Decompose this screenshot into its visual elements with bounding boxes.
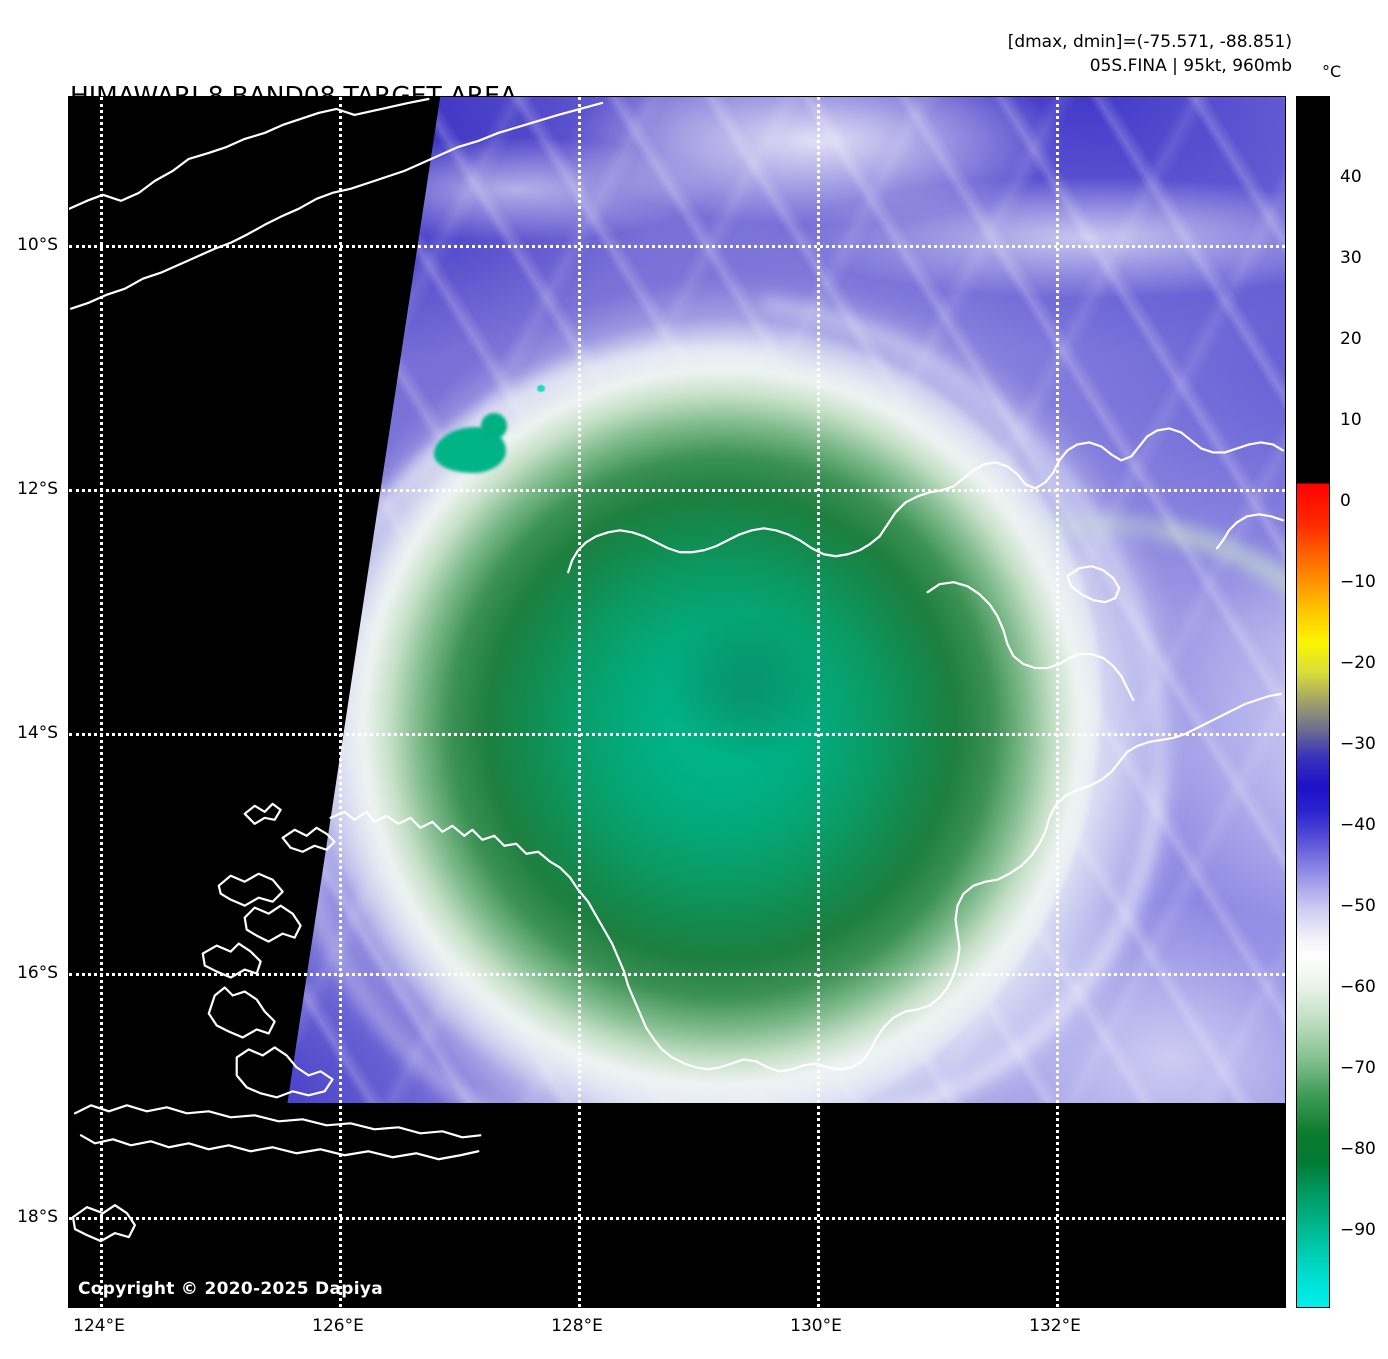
cbtick-m80: −80	[1340, 1139, 1376, 1159]
overshooting-top-blob-small	[481, 413, 507, 439]
coastline-timor-north	[69, 97, 430, 210]
cbtick-m90: −90	[1340, 1220, 1376, 1240]
xtick-132E: 132°E	[1029, 1316, 1081, 1336]
ytick-18S-label: 18°S	[17, 1207, 58, 1227]
xtick-128E: 128°E	[551, 1316, 603, 1336]
ytick-12S-label: 12°S	[17, 479, 58, 499]
cbtick-m10: −10	[1340, 572, 1376, 592]
data-range-annotation: [dmax, dmin]=(-75.571, -88.851) 05S.FINA…	[1008, 30, 1292, 78]
ytick-10S-label: 10°S	[17, 235, 58, 255]
coastline-island-c	[217, 872, 284, 907]
copyright-notice: Copyright © 2020-2025 Dapiya	[78, 1279, 383, 1299]
cbtick-10: 10	[1340, 410, 1362, 430]
coastline-sumba-south	[73, 1104, 482, 1139]
satellite-image-plot[interactable]	[68, 96, 1286, 1308]
colorbar-unit-label: °C	[1322, 62, 1342, 81]
xtick-126E: 126°E	[312, 1316, 364, 1336]
ytick-16S: 16°S	[17, 963, 99, 983]
cbtick-m30: −30	[1340, 734, 1376, 754]
cbtick-20: 20	[1340, 329, 1362, 349]
coldest-pixel-marker	[537, 385, 545, 392]
cbtick-m50: −50	[1340, 896, 1376, 916]
cbtick-30: 30	[1340, 248, 1362, 268]
temperature-colorbar[interactable]	[1296, 96, 1330, 1308]
dmax-dmin-text: [dmax, dmin]=(-75.571, -88.851)	[1007, 32, 1292, 52]
cbtick-m70: −70	[1340, 1058, 1376, 1078]
satellite-swath	[287, 97, 1285, 1103]
gridline-124E	[100, 97, 103, 1307]
title-product: HIMAWARI-8 BAND08 TARGET AREA	[70, 80, 517, 112]
storm-info-text: 05S.FINA | 95kt, 960mb	[1089, 56, 1292, 76]
coastline-island-e	[201, 942, 262, 979]
ytick-10S: 10°S	[17, 235, 99, 255]
ytick-12S: 12°S	[17, 479, 99, 499]
ytick-14S: 14°S	[17, 723, 99, 743]
ytick-14S-label: 14°S	[17, 723, 58, 743]
cbtick-m20: −20	[1340, 653, 1376, 673]
coastline-sumba-south-inner	[79, 1134, 480, 1161]
cyclone-eye	[671, 617, 821, 757]
ytick-16S-label: 16°S	[17, 963, 58, 983]
ytick-18S: 18°S	[17, 1207, 99, 1227]
coastline-sumba	[207, 986, 276, 1039]
xtick-130E: 130°E	[790, 1316, 842, 1336]
gridline-18S	[69, 1217, 1285, 1220]
cbtick-0: 0	[1340, 491, 1351, 511]
cbtick-m60: −60	[1340, 977, 1376, 997]
gridline-126E	[339, 97, 342, 1307]
cbtick-m40: −40	[1340, 815, 1376, 835]
coastline-island-a	[243, 802, 282, 825]
coastline-island-d	[243, 904, 302, 943]
xtick-124E: 124°E	[73, 1316, 125, 1336]
cbtick-40: 40	[1340, 167, 1362, 187]
